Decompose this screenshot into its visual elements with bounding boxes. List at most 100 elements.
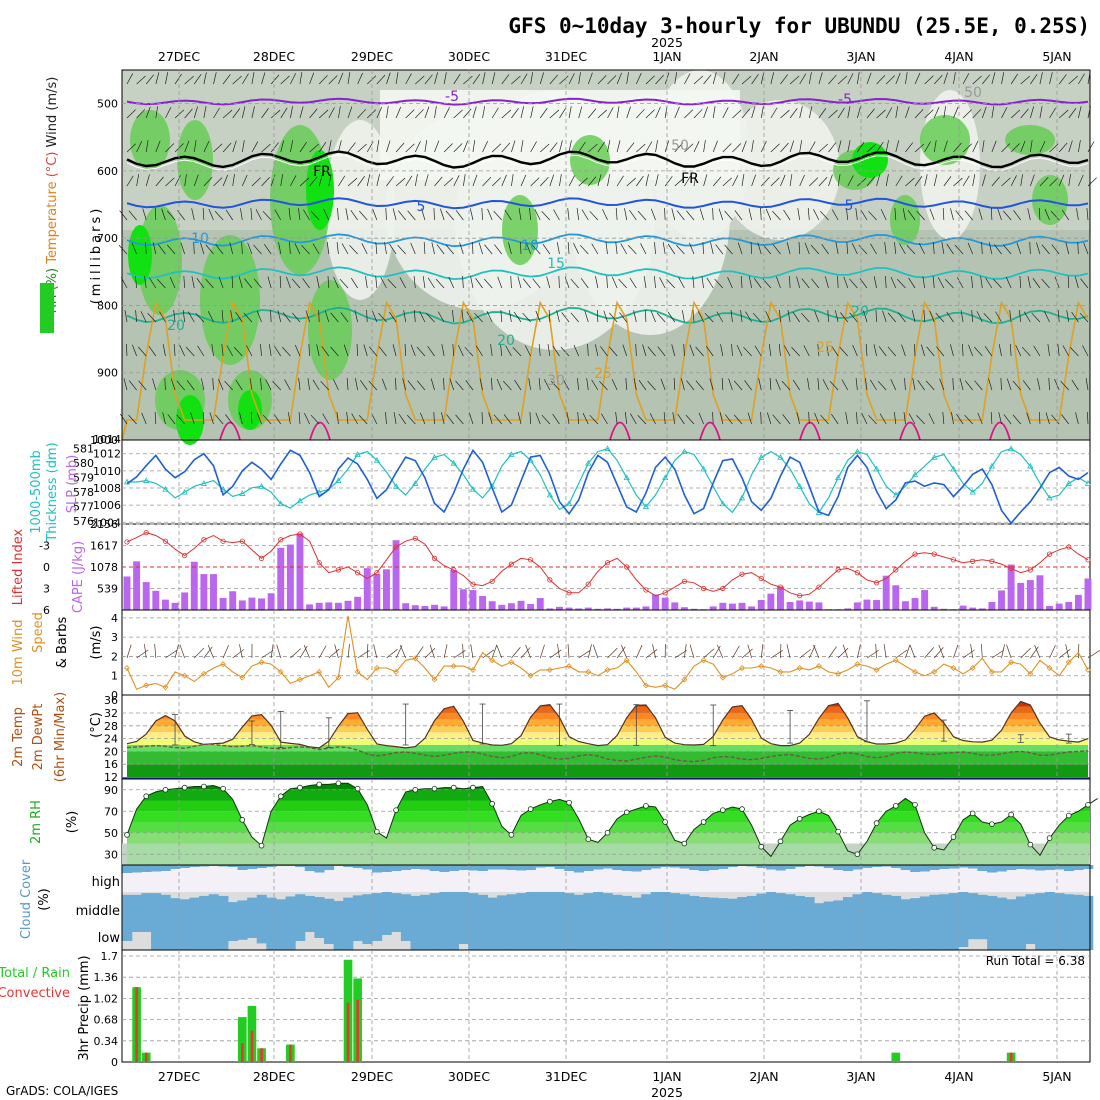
- wind-speed-point: [777, 668, 784, 675]
- wind-barb: [692, 276, 695, 289]
- wind-barb: [971, 310, 974, 323]
- wind-barb: [638, 379, 647, 391]
- high-cloud-bar: [352, 865, 363, 868]
- wind-barb: [448, 276, 455, 289]
- wind-speed-point: [412, 655, 419, 662]
- middle-cloud-bar: [775, 893, 786, 920]
- wind-barb: [1039, 141, 1046, 153]
- wind-barb: [914, 72, 921, 85]
- wind-barb: [155, 106, 159, 119]
- isotherm-label: 20: [851, 304, 869, 320]
- wind-barb: [866, 72, 872, 85]
- slp-tick-label: 1010: [93, 465, 121, 478]
- wind-barb: [336, 242, 339, 255]
- low-cloud-bar: [669, 920, 681, 950]
- wind-barb: [633, 378, 637, 391]
- wind-barb: [654, 242, 656, 255]
- middle-cloud-bar: [679, 894, 690, 920]
- li-point: [470, 581, 476, 587]
- precip-convective-bar: [356, 999, 359, 1062]
- wind-barb: [161, 208, 166, 221]
- thickness-point: [200, 480, 208, 486]
- wind-barb: [184, 140, 190, 153]
- wind-barb: [414, 174, 418, 187]
- wind-barb: [1068, 174, 1071, 187]
- wind-barb-10m: [179, 644, 185, 659]
- top-date-label: 29DEC: [351, 49, 393, 64]
- wind-barb: [971, 276, 974, 289]
- wind-barb: [962, 175, 970, 187]
- wind-barb: [520, 174, 527, 187]
- high-cloud-bar: [160, 865, 171, 871]
- wind-barb: [491, 72, 496, 85]
- rh-band: [127, 800, 1090, 812]
- wind-barb: [722, 143, 732, 153]
- li-point: [143, 529, 149, 536]
- precip-convective-bar: [250, 1030, 254, 1062]
- wind-barb: [1049, 107, 1057, 119]
- wind-barb-10m: [587, 644, 592, 659]
- thickness-point: [392, 483, 400, 489]
- wind-barb: [253, 278, 262, 289]
- thickness-point: [277, 500, 284, 507]
- wind-barb: [261, 72, 266, 85]
- wind-barb: [530, 141, 537, 153]
- wind-barb: [193, 140, 197, 153]
- cape-bar: [200, 574, 208, 610]
- wind-barb: [804, 242, 810, 255]
- wind-barb: [861, 413, 868, 425]
- wind-barb: [1020, 108, 1029, 119]
- rh-point: [1008, 811, 1014, 818]
- wind-barb: [138, 346, 147, 357]
- low-cloud-bar: [391, 920, 402, 932]
- axis-label-part: (%): [37, 888, 52, 911]
- wind-barb: [618, 278, 627, 289]
- wind-barb: [588, 108, 597, 119]
- wind-barb: [587, 344, 589, 357]
- low-cloud-bar: [122, 920, 133, 941]
- wind-barb: [270, 74, 280, 85]
- wind-barb: [451, 310, 455, 323]
- wind-barb: [768, 344, 772, 357]
- wind-barb: [877, 380, 887, 391]
- temperature-band: [127, 764, 1088, 777]
- top-date-label: 5JAN: [1042, 49, 1071, 64]
- thickness-point: [661, 474, 669, 481]
- wind-barb: [712, 106, 716, 119]
- middle-cloud-bar: [852, 894, 863, 920]
- cape-bar: [575, 608, 583, 610]
- wind-barb: [770, 107, 778, 119]
- wind-barb: [809, 177, 819, 187]
- high-cloud-bar: [612, 865, 623, 870]
- wind-barb: [193, 106, 198, 119]
- wind-barb-10m: [875, 644, 877, 659]
- wind-barb: [405, 109, 415, 119]
- wind-barb: [328, 75, 338, 85]
- li-point: [989, 558, 995, 564]
- wind-barb: [251, 141, 259, 153]
- middle-cloud-bar: [333, 900, 344, 920]
- isotherm-label: 10: [521, 238, 539, 254]
- li-point: [950, 557, 957, 563]
- wind-barb: [743, 346, 752, 357]
- wind-barb: [799, 174, 805, 187]
- wind-barb: [261, 108, 269, 119]
- wind-barb: [361, 243, 368, 255]
- wind-barb: [511, 108, 519, 119]
- temperature-tick-label: 28: [104, 720, 118, 733]
- wind-barb: [818, 72, 823, 85]
- middle-cloud-bar: [718, 898, 729, 920]
- wind-barb: [880, 208, 887, 221]
- wind-barb: [1001, 143, 1011, 153]
- cape-bar: [383, 569, 390, 610]
- wind-barb: [1023, 311, 1031, 323]
- wind-barb: [402, 378, 407, 391]
- wind-barb-10m: [347, 644, 350, 659]
- low-cloud-bar: [958, 920, 969, 947]
- wind-barb-10m: [328, 648, 340, 659]
- isotherm-label: 5: [845, 198, 854, 214]
- moist-region: [1005, 125, 1055, 155]
- wind-barb: [676, 244, 685, 255]
- wind-barb: [818, 143, 829, 153]
- high-cloud-bar: [708, 865, 719, 870]
